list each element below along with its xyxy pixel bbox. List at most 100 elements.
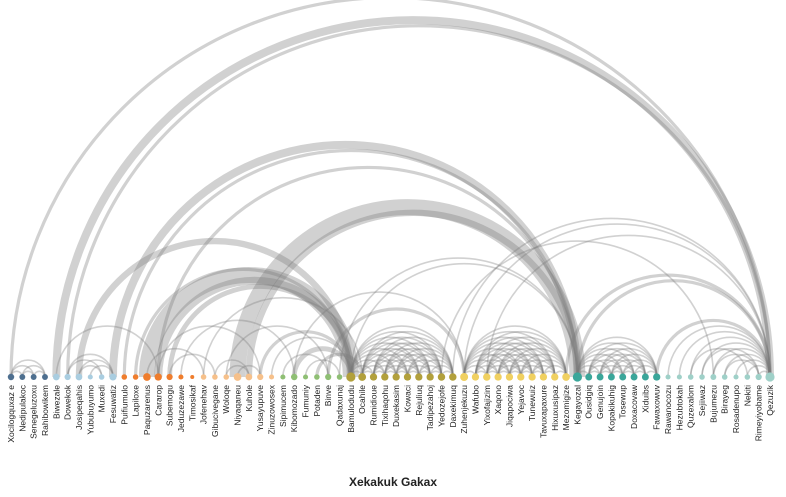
- node-label: Potaden: [312, 385, 322, 417]
- node-marker[interactable]: [596, 373, 604, 381]
- node-marker[interactable]: [710, 374, 717, 380]
- link-arc: [138, 267, 359, 378]
- node-marker[interactable]: [42, 374, 48, 380]
- node-marker[interactable]: [528, 373, 536, 381]
- node-marker[interactable]: [358, 373, 367, 381]
- node-marker[interactable]: [280, 374, 286, 380]
- node-marker[interactable]: [630, 373, 638, 381]
- node-marker[interactable]: [653, 373, 661, 381]
- node-marker[interactable]: [109, 373, 117, 381]
- link-arc: [395, 353, 443, 378]
- node-marker[interactable]: [346, 372, 356, 382]
- node-marker[interactable]: [505, 373, 514, 381]
- node-marker[interactable]: [460, 373, 469, 381]
- link-arc: [497, 364, 522, 378]
- node-marker[interactable]: [403, 373, 412, 381]
- node-marker[interactable]: [98, 374, 105, 380]
- link-arc: [66, 359, 103, 378]
- link-arc: [452, 217, 771, 378]
- link-arc: [497, 347, 556, 378]
- node-marker[interactable]: [607, 373, 615, 381]
- link-arc: [576, 336, 658, 378]
- node-marker[interactable]: [551, 373, 559, 381]
- node-marker[interactable]: [132, 374, 139, 380]
- link-arc: [384, 364, 409, 378]
- node-marker[interactable]: [676, 374, 682, 380]
- node-marker[interactable]: [154, 373, 162, 381]
- link-arc: [621, 359, 658, 378]
- node-marker[interactable]: [699, 374, 705, 380]
- node-marker[interactable]: [449, 373, 457, 381]
- node-marker[interactable]: [572, 372, 583, 382]
- node-marker[interactable]: [585, 373, 593, 381]
- node-marker[interactable]: [7, 373, 15, 381]
- node-marker[interactable]: [562, 373, 570, 381]
- node-label: Puifiumulo: [119, 385, 129, 425]
- node-marker[interactable]: [212, 374, 218, 380]
- link-arc: [576, 342, 647, 378]
- node-label: Jofenehav: [199, 384, 209, 424]
- node-marker[interactable]: [494, 373, 502, 381]
- node-marker[interactable]: [369, 373, 378, 381]
- node-marker[interactable]: [19, 374, 26, 380]
- link-arc: [157, 325, 262, 378]
- node-marker[interactable]: [392, 373, 400, 381]
- node-marker[interactable]: [302, 374, 309, 380]
- node-marker[interactable]: [755, 373, 762, 381]
- node-marker[interactable]: [471, 373, 480, 381]
- node-marker[interactable]: [52, 373, 60, 381]
- node-marker[interactable]: [721, 374, 728, 380]
- node-marker[interactable]: [665, 374, 671, 380]
- link-arc: [723, 353, 771, 378]
- link-arc: [384, 353, 431, 378]
- node-label: Nekiti: [742, 385, 752, 406]
- node-marker[interactable]: [257, 373, 264, 381]
- node-marker[interactable]: [121, 374, 128, 380]
- link-arc: [108, 140, 582, 378]
- node-marker[interactable]: [143, 373, 151, 381]
- node-marker[interactable]: [641, 373, 649, 381]
- node-marker[interactable]: [64, 373, 71, 381]
- node-marker[interactable]: [539, 373, 548, 381]
- node-marker[interactable]: [437, 373, 446, 381]
- link-arc: [576, 353, 624, 378]
- node-marker[interactable]: [178, 374, 184, 380]
- node-marker[interactable]: [733, 374, 739, 380]
- node-marker[interactable]: [166, 373, 173, 381]
- node-marker[interactable]: [87, 374, 93, 380]
- node-marker[interactable]: [223, 374, 230, 380]
- node-marker[interactable]: [483, 373, 491, 381]
- node-marker[interactable]: [200, 374, 207, 380]
- node-marker[interactable]: [75, 373, 83, 381]
- node-label: Rosadenupo: [731, 385, 741, 433]
- node-marker[interactable]: [687, 374, 694, 380]
- node-marker[interactable]: [314, 374, 320, 380]
- node-marker[interactable]: [269, 374, 275, 380]
- link-arc: [474, 365, 499, 378]
- node-marker[interactable]: [426, 373, 434, 381]
- link-arc: [350, 359, 386, 378]
- node-marker[interactable]: [381, 373, 389, 381]
- link-arc: [474, 336, 556, 378]
- diagram-title: Xekakuk Gakax: [348, 475, 438, 489]
- node-marker[interactable]: [517, 373, 525, 381]
- node-marker[interactable]: [744, 374, 751, 380]
- link-arc: [463, 325, 567, 378]
- node-label: Lapiloxe: [131, 385, 141, 417]
- node-marker[interactable]: [619, 373, 627, 381]
- node-marker[interactable]: [290, 373, 298, 381]
- node-label: Wafubo: [470, 385, 480, 414]
- node-marker[interactable]: [30, 374, 37, 380]
- node-marker[interactable]: [765, 372, 775, 382]
- node-label: Yedozejofe: [436, 385, 446, 427]
- link-arc: [519, 359, 556, 378]
- link-arc: [21, 364, 46, 378]
- node-marker[interactable]: [233, 373, 242, 381]
- link-arc: [712, 353, 760, 378]
- node-marker[interactable]: [325, 373, 332, 381]
- node-marker[interactable]: [190, 375, 195, 379]
- node-marker[interactable]: [245, 373, 253, 381]
- node-marker[interactable]: [336, 374, 343, 380]
- node-marker[interactable]: [415, 373, 423, 381]
- link-arc: [282, 353, 329, 378]
